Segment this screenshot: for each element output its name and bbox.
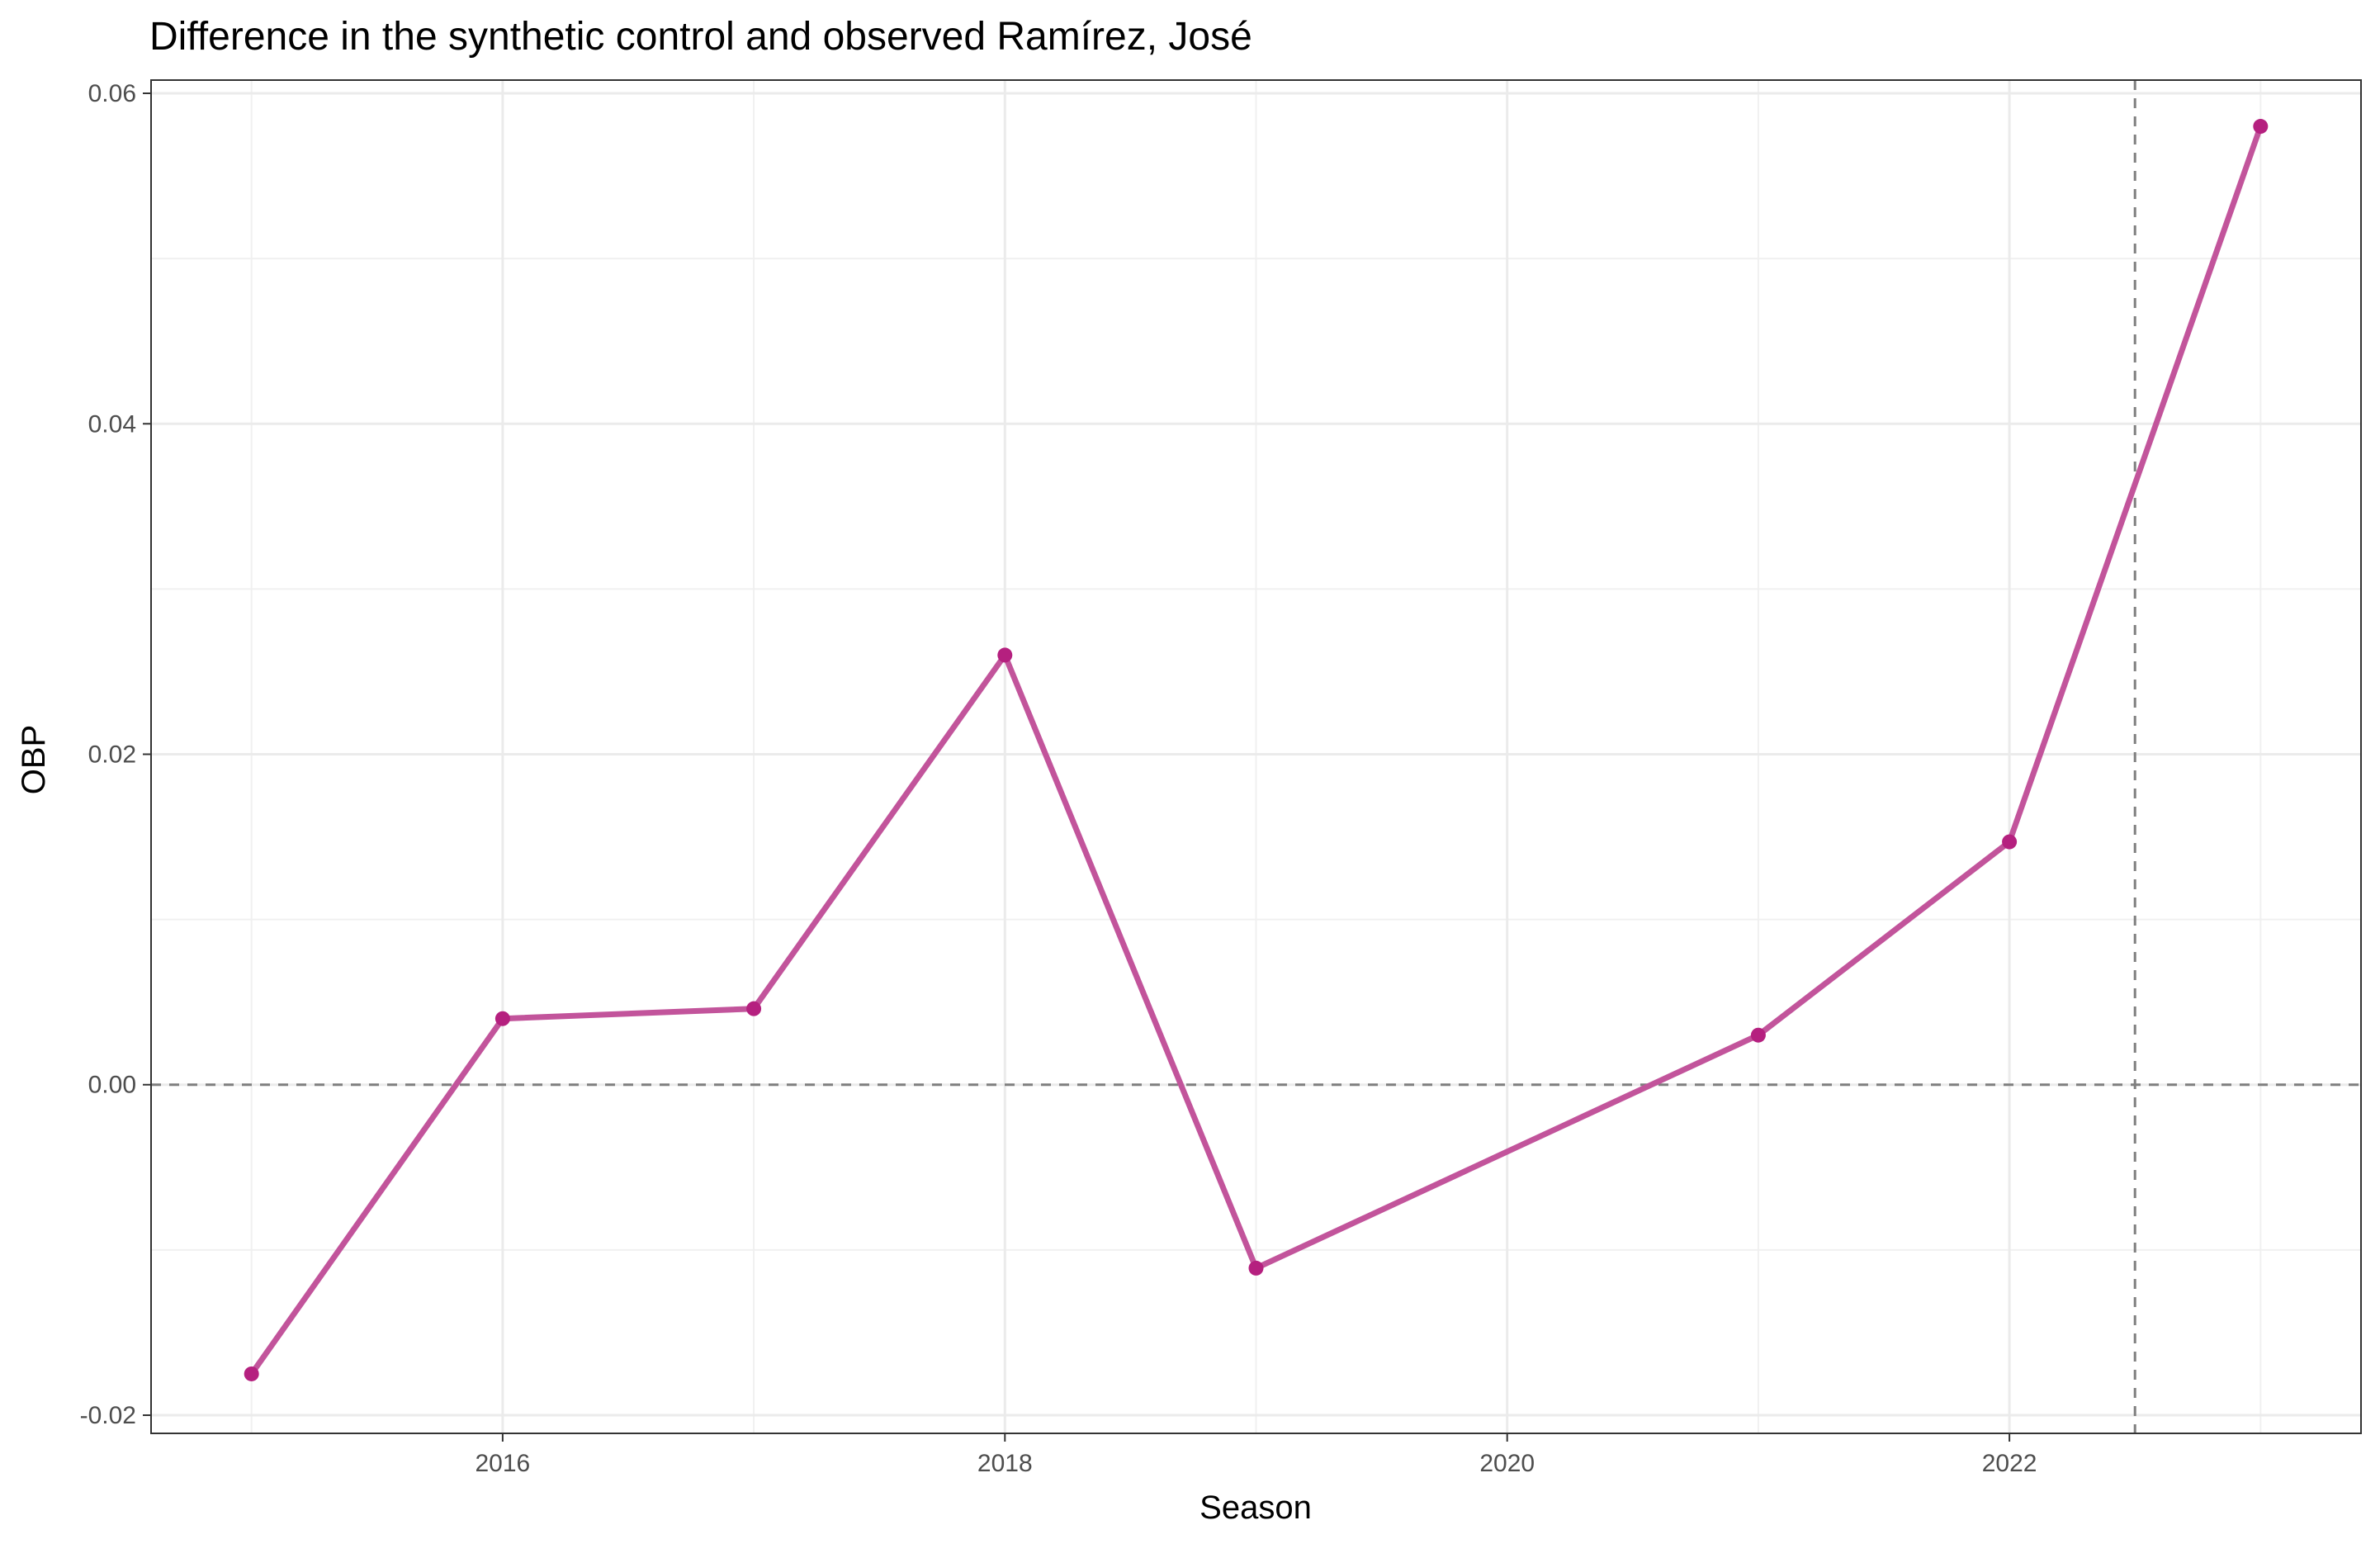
x-axis-ticks: 2016 2018 2020 2022 [476,1433,2037,1477]
x-axis-title: Season [1199,1490,1312,1526]
data-point [1248,1260,1264,1276]
x-tick-label: 2022 [1982,1450,2037,1477]
data-point [244,1366,259,1381]
y-tick-label: 0.02 [88,741,136,768]
chart-title: Difference in the synthetic control and … [149,15,1252,59]
data-point [2253,119,2269,135]
data-point [1750,1027,1766,1043]
reference-lines [151,80,2361,1433]
minor-grid [151,80,2361,1433]
y-tick-label: 0.00 [88,1072,136,1099]
y-axis-ticks: -0.02 0.00 0.02 0.04 0.06 [80,80,151,1429]
x-tick-label: 2016 [476,1450,531,1477]
y-tick-label: 0.04 [88,410,136,438]
data-point [2002,834,2018,850]
major-grid [151,80,2361,1433]
series-points-group [244,119,2269,1381]
data-point [746,1001,762,1016]
y-tick-label: -0.02 [80,1402,136,1429]
y-tick-label: 0.06 [88,80,136,107]
x-tick-label: 2020 [1479,1450,1535,1477]
data-point [997,647,1013,663]
plot-panel-border [150,79,2362,1434]
series-line-group [248,123,2264,1377]
series-line [248,123,2264,1377]
y-axis-title: OBP [16,725,52,794]
x-tick-label: 2018 [977,1450,1033,1477]
data-point [494,1011,510,1026]
